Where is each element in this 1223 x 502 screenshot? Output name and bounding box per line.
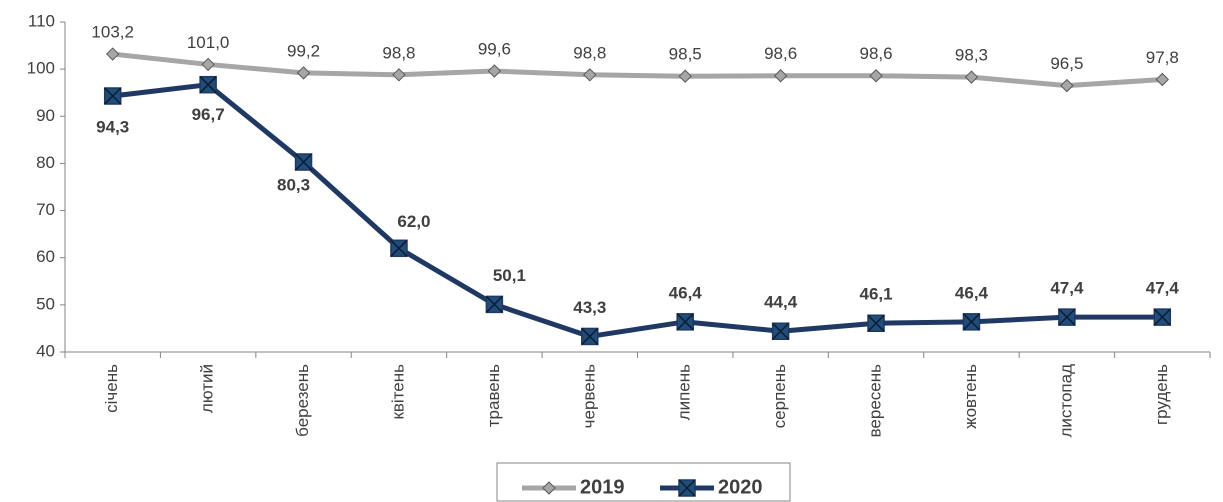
y-tick-label: 100 xyxy=(27,59,55,78)
point xyxy=(485,295,504,314)
data-label: 96,5 xyxy=(1050,54,1083,73)
data-label: 50,1 xyxy=(493,266,526,285)
legend-marker xyxy=(542,481,556,495)
point xyxy=(869,69,883,83)
marker-cross xyxy=(1058,308,1076,326)
point xyxy=(296,66,311,80)
point xyxy=(676,313,694,331)
x-tick-label: червень xyxy=(579,364,598,428)
data-label: 98,5 xyxy=(669,45,702,64)
point xyxy=(1060,78,1074,93)
legend-label: 2019 xyxy=(580,476,625,498)
point xyxy=(1155,72,1169,87)
point xyxy=(678,69,692,83)
x-tick-label: травень xyxy=(484,364,503,427)
point xyxy=(106,47,120,61)
series-line xyxy=(112,51,1163,89)
y-tick-label: 80 xyxy=(36,153,55,172)
x-tick-label: вересень xyxy=(866,364,885,438)
legend-box xyxy=(496,462,791,502)
data-label: 96,7 xyxy=(192,105,225,124)
data-label: 98,8 xyxy=(573,43,606,62)
y-tick-label: 110 xyxy=(28,11,55,30)
marker-cross xyxy=(295,153,313,171)
point xyxy=(390,239,408,258)
marker-cross xyxy=(678,479,696,497)
data-label: 103,2 xyxy=(91,23,134,42)
y-tick-label: 70 xyxy=(36,200,55,219)
data-label: 99,6 xyxy=(478,40,511,59)
point xyxy=(583,68,597,82)
y-tick-label: 50 xyxy=(36,294,55,313)
point xyxy=(773,69,788,83)
x-tick-label: грудень xyxy=(1152,364,1171,425)
data-label: 43,3 xyxy=(573,298,606,317)
data-label: 46,1 xyxy=(859,285,892,304)
marker-cross xyxy=(485,295,503,313)
point xyxy=(581,327,599,346)
x-tick-label: лютий xyxy=(198,364,217,413)
point xyxy=(1153,308,1172,326)
legend: 2019 2020 xyxy=(496,462,791,502)
marker-cross xyxy=(1153,308,1171,326)
y-tick-label: 60 xyxy=(36,247,55,266)
data-label: 62,0 xyxy=(397,212,430,231)
marker-cross xyxy=(676,313,694,331)
marker-cross xyxy=(199,76,217,94)
x-tick-label: липень xyxy=(675,364,694,420)
point xyxy=(392,68,406,82)
point xyxy=(964,70,979,84)
x-tick-label: січень xyxy=(102,364,121,413)
x-tick-label: серпень xyxy=(770,364,789,428)
point xyxy=(103,87,122,105)
data-label: 46,4 xyxy=(669,283,703,302)
point xyxy=(199,75,217,94)
x-tick-label: квітень xyxy=(388,364,407,420)
data-label: 94,3 xyxy=(96,117,129,136)
point xyxy=(962,313,981,331)
y-tick-label: 90 xyxy=(36,106,55,125)
point xyxy=(867,314,885,332)
x-tick-label: березень xyxy=(293,364,312,437)
data-label: 98,8 xyxy=(382,43,415,62)
marker-cross xyxy=(104,87,122,105)
data-label: 98,3 xyxy=(955,46,988,65)
point xyxy=(771,322,790,341)
point xyxy=(201,57,215,72)
data-label: 80,3 xyxy=(277,175,310,194)
series-line xyxy=(112,82,1163,339)
data-label: 47,4 xyxy=(1050,279,1084,298)
point xyxy=(294,153,313,171)
data-label: 98,6 xyxy=(859,44,892,63)
legend-label: 2020 xyxy=(718,476,763,498)
data-label: 97,8 xyxy=(1146,48,1179,67)
marker-cross xyxy=(772,322,790,340)
marker-cross xyxy=(962,313,980,331)
data-label: 99,2 xyxy=(287,41,320,60)
data-label: 46,4 xyxy=(955,283,989,302)
marker-cross xyxy=(581,327,599,345)
data-label: 47,4 xyxy=(1146,279,1180,298)
x-tick-label: листопад xyxy=(1056,364,1075,438)
y-tick-label: 40 xyxy=(36,341,55,360)
marker-cross xyxy=(390,239,408,257)
x-tick-label: жовтень xyxy=(961,364,980,429)
point xyxy=(1058,308,1076,326)
data-label: 98,6 xyxy=(764,44,797,63)
data-label: 44,4 xyxy=(764,293,798,312)
point xyxy=(487,64,502,78)
data-label: 101,0 xyxy=(187,33,230,52)
marker-cross xyxy=(867,314,885,332)
legend-marker xyxy=(678,479,696,497)
